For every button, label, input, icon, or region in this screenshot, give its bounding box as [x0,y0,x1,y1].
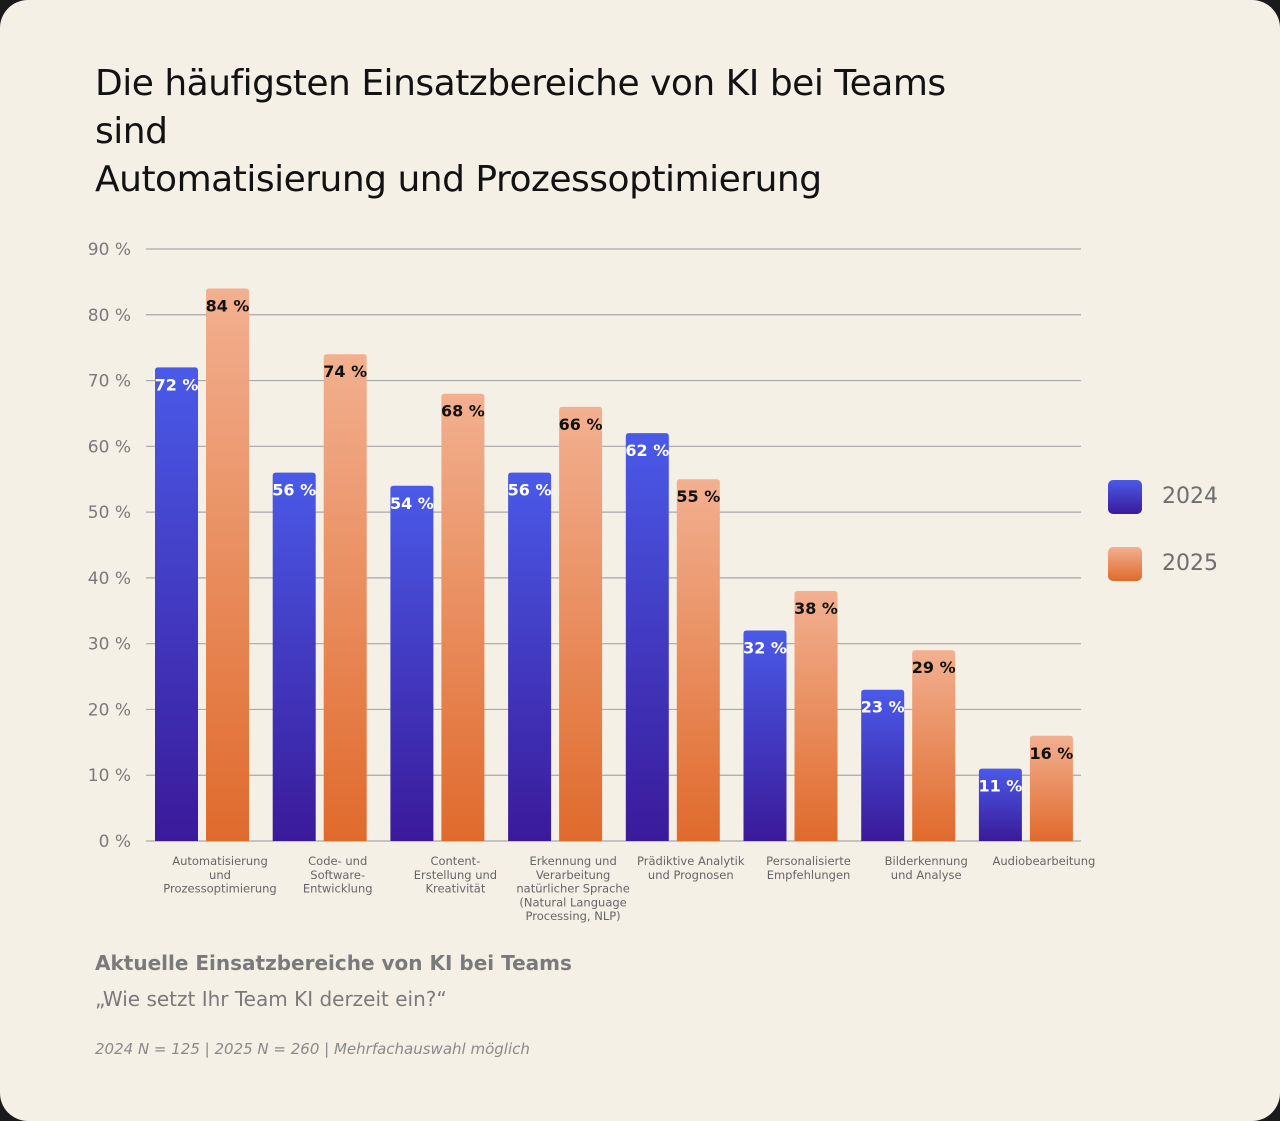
y-tick-label: 60 % [88,437,131,457]
category-label-line: Processing, NLP) [526,909,621,923]
data-label-2025: 38 % [794,599,838,618]
data-label-2025: 74 % [323,362,367,381]
legend-swatch-2025 [1108,547,1142,581]
category-label-line: Automatisierung [172,854,268,868]
category-label-line: und Prognosen [648,868,734,882]
category-label-line: (Natural Language [519,895,626,909]
category-label: Automatisierung und Prozessoptimierung [163,854,276,896]
category-label: Prädiktive Analytik und Prognosen [637,854,745,882]
bar-2025 [323,354,367,841]
category-label-line: Software- [310,868,365,882]
category-label-line: Kreativität [425,882,485,896]
title-line: sind [95,111,168,152]
y-tick-label: 50 % [88,503,131,523]
survey-question: „Wie setzt Ihr Team KI derzeit ein?“ [95,987,447,1011]
data-label-2024: 62 % [625,441,669,460]
data-label-2025: 66 % [559,415,603,434]
data-label-2024: 32 % [743,639,787,658]
chart-subtitle: Aktuelle Einsatzbereiche von KI bei Team… [95,951,572,975]
bar-2025 [206,288,249,841]
y-tick-label: 90 % [88,240,131,260]
data-label-2025: 68 % [441,402,485,421]
bar-2024 [861,689,905,841]
y-tick-label: 0 % [99,832,131,852]
category-label: Personalisierte Empfehlungen [766,854,851,882]
data-label-2025: 16 % [1029,744,1073,763]
category-label: Erkennung und Verarbeitung natürlicher Spr… [516,854,629,923]
legend-label-2024: 2024 [1162,484,1218,509]
bar-2024 [272,472,316,841]
category-label-line: Personalisierte [766,854,851,868]
bar-2025 [441,393,485,841]
y-tick-label: 70 % [88,372,131,392]
category-label-line: und Analyse [891,868,962,882]
title-line: Automatisierung und Prozessoptimierung [95,159,822,200]
category-label-line: Prädiktive Analytik [637,854,745,868]
category-label: Bilderkennung und Analyse [885,854,968,882]
category-label-line: Prozessoptimierung [163,882,276,896]
category-label-line: Audiobearbeitung [993,854,1096,868]
legend-label-2025: 2025 [1162,551,1218,576]
y-tick-label: 40 % [88,569,131,589]
chart-title: Die häufigsten Einsatzbereiche von KI be… [95,60,1055,204]
data-label-2024: 11 % [978,777,1022,796]
category-label-line: Code- und [308,854,367,868]
category-label-line: Entwicklung [303,882,373,896]
data-label-2025: 84 % [206,296,250,315]
bar-2025 [912,650,956,841]
category-label-line: Content- [430,854,480,868]
category-label: Code- und Software-Entwicklung [303,854,373,896]
y-tick-label: 10 % [88,766,131,786]
category-label-line: Empfehlungen [767,868,851,882]
category-label-line: Verarbeitung [536,868,611,882]
y-tick-label: 80 % [88,306,131,326]
y-tick-label: 30 % [88,635,131,655]
data-label-2024: 56 % [508,481,552,500]
bar-2024 [508,472,552,841]
bar-2025 [676,479,720,841]
title-line: Die häufigsten Einsatzbereiche von KI be… [95,63,946,104]
bar-2024 [743,630,787,841]
data-label-2024: 56 % [272,481,316,500]
y-tick-label: 20 % [88,700,131,720]
bar-2025 [794,591,838,841]
bar-2024 [625,433,669,841]
sample-note: 2024 N = 125 | 2025 N = 260 | Mehrfachau… [95,1040,530,1058]
bar-2025 [1029,735,1073,841]
category-label: Audiobearbeitung [993,854,1096,868]
category-label-line: und [209,868,231,882]
bar-2025 [559,406,603,841]
category-label: Content-Erstellung und Kreativität [414,854,497,896]
category-label-line: Erkennung und [529,854,616,868]
data-label-2024: 72 % [155,375,199,394]
data-label-2025: 29 % [912,658,956,677]
data-label-2024: 54 % [390,494,434,513]
data-label-2024: 23 % [861,698,905,717]
data-label-2025: 55 % [676,487,720,506]
bar-chart: 0 % 10 % 20 % 30 % 40 % 50 % 60 % 70 % 80 % 90 % 7… [88,240,1096,923]
bar-2024 [978,768,1022,841]
category-label-line: Erstellung und [414,868,497,882]
legend-swatch-2024 [1108,480,1142,514]
category-label-line: Bilderkennung [885,854,968,868]
bar-2024 [155,367,198,841]
category-label-line: natürlicher Sprache [516,882,629,896]
bar-2024 [390,485,434,841]
